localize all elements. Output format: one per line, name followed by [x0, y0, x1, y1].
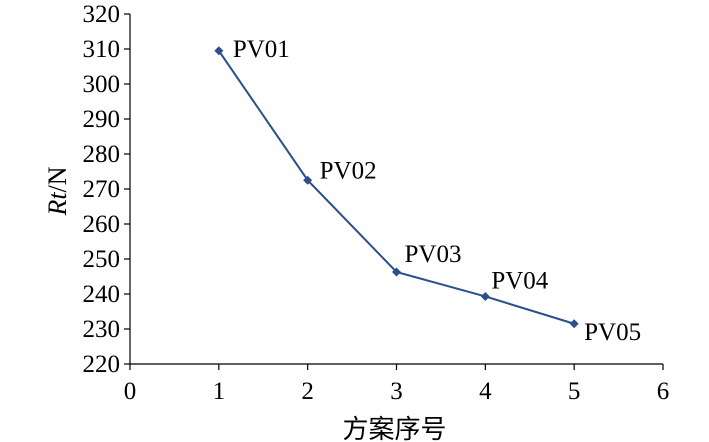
- x-axis-ticks: 0 1 2 3 4 5 6: [124, 364, 670, 405]
- y-tick-label: 250: [83, 246, 121, 273]
- y-axis-title: Rt/N: [43, 166, 72, 216]
- data-point: [214, 46, 224, 56]
- y-tick-label: 310: [83, 36, 121, 63]
- x-tick-label: 5: [568, 378, 581, 405]
- data-point: [392, 267, 401, 277]
- y-axis-title-italic: Rt: [43, 192, 72, 217]
- y-tick-label: 280: [83, 141, 121, 168]
- data-label: PV05: [584, 319, 641, 346]
- data-point: [480, 291, 490, 301]
- y-tick-label: 270: [83, 176, 121, 203]
- x-tick-label: 0: [124, 378, 137, 405]
- data-label: PV01: [233, 36, 290, 63]
- x-tick-label: 6: [657, 378, 670, 405]
- y-tick-label: 220: [83, 351, 121, 378]
- series-group: PV01 PV02 PV03 PV04 PV05: [214, 36, 641, 346]
- y-tick-label: 240: [83, 281, 121, 308]
- x-tick-label: 1: [213, 378, 226, 405]
- data-label: PV03: [405, 241, 462, 268]
- x-axis-title: 方案序号: [342, 415, 446, 442]
- y-tick-label: 290: [83, 106, 121, 133]
- data-label: PV04: [491, 267, 548, 294]
- y-tick-label: 320: [83, 1, 121, 28]
- y-axis-ticks: 220 230 240 250 260 270 280 290 300 310 320: [83, 1, 130, 378]
- x-tick-label: 2: [301, 378, 314, 405]
- x-tick-label: 4: [479, 378, 492, 405]
- y-axis-title-unit: /N: [43, 166, 72, 192]
- data-label: PV02: [320, 157, 377, 184]
- data-point: [569, 319, 579, 329]
- y-tick-label: 230: [83, 316, 121, 343]
- data-point: [303, 175, 313, 185]
- y-tick-label: 300: [83, 71, 121, 98]
- y-tick-label: 260: [83, 211, 121, 238]
- x-tick-label: 3: [390, 378, 403, 405]
